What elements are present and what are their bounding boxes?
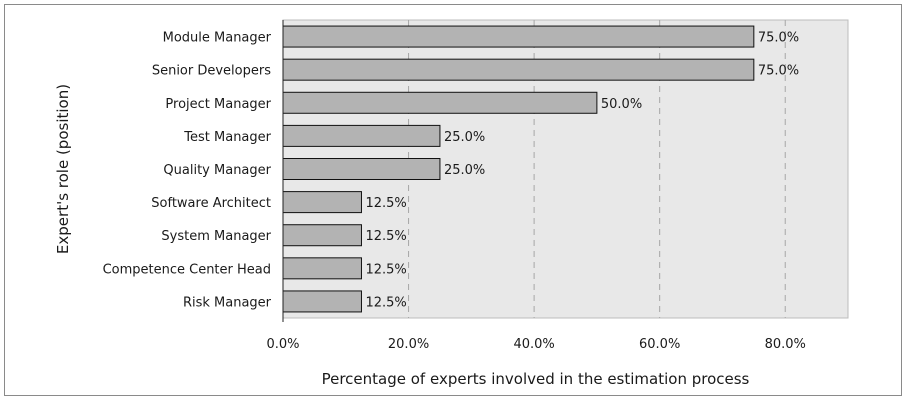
category-label: Quality Manager xyxy=(163,163,271,178)
x-tick-label: 20.0% xyxy=(388,337,429,352)
category-label: Software Architect xyxy=(151,196,271,211)
category-label: Risk Manager xyxy=(183,295,272,310)
bar xyxy=(282,158,441,180)
category-label: Senior Developers xyxy=(152,64,271,79)
value-label: 12.5% xyxy=(365,295,406,310)
value-label: 12.5% xyxy=(365,229,406,244)
value-label: 25.0% xyxy=(444,130,485,145)
bar xyxy=(282,91,598,114)
value-label: 75.0% xyxy=(758,31,799,46)
bars xyxy=(282,25,755,313)
value-labels: 75.0% 75.0% 50.0% 25.0% 25.0% 12.5% 12.5% 12.5%… xyxy=(365,31,799,311)
bar xyxy=(282,25,755,48)
y-axis-title: Expert's role (position) xyxy=(54,84,72,254)
bar xyxy=(282,224,362,247)
value-label: 12.5% xyxy=(365,262,406,277)
x-tick-label: 0.0% xyxy=(266,337,299,352)
x-tick-label: 60.0% xyxy=(639,337,680,352)
category-label: Test Manager xyxy=(183,130,271,145)
bar xyxy=(282,257,362,280)
x-tick-labels: 0.0% 20.0% 40.0% 60.0% 80.0% xyxy=(266,337,805,352)
value-label: 75.0% xyxy=(758,64,799,79)
value-label: 25.0% xyxy=(444,163,485,178)
category-label: System Manager xyxy=(161,229,271,244)
category-label: Project Manager xyxy=(165,97,271,112)
category-labels: Module Manager Senior Developers Project M… xyxy=(103,31,272,311)
value-label: 12.5% xyxy=(365,196,406,211)
category-label: Competence Center Head xyxy=(103,262,271,277)
bar xyxy=(282,124,441,147)
bar xyxy=(282,191,362,214)
x-tick-label: 80.0% xyxy=(765,337,806,352)
x-tick-label: 40.0% xyxy=(513,337,554,352)
x-axis-title: Percentage of experts involved in the es… xyxy=(322,370,750,388)
bar xyxy=(282,290,362,313)
category-label: Module Manager xyxy=(163,31,272,46)
bar xyxy=(282,58,755,81)
value-label: 50.0% xyxy=(601,97,642,112)
